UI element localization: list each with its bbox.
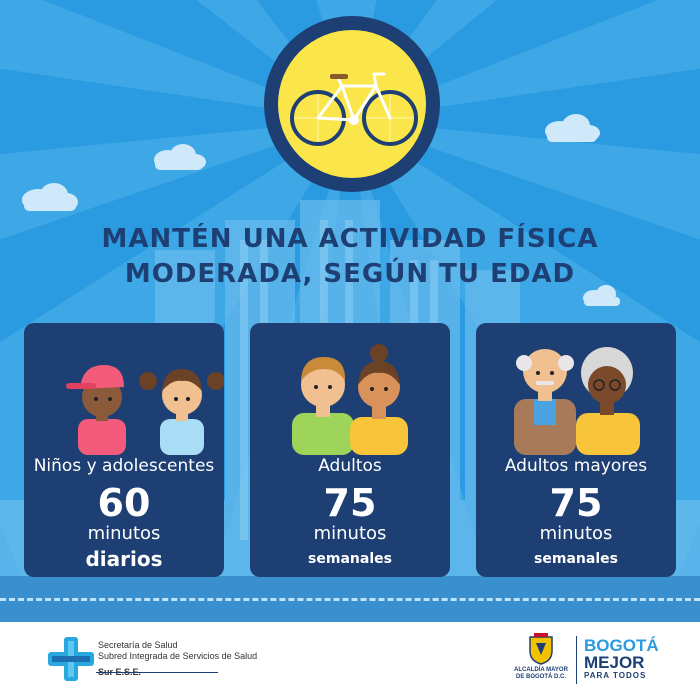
- seniors-icon: [514, 347, 640, 455]
- bogota-mejor-logo: BOGOTÁ MEJOR PARA TODOS: [584, 637, 659, 681]
- frequency-label: diarios: [85, 547, 163, 571]
- minutes-value: 75: [323, 481, 377, 525]
- card-children: Niños y adolescentes 60 minutos diarios: [24, 323, 224, 577]
- minutes-unit: minutos: [539, 523, 613, 544]
- cloud-decoration: [545, 114, 600, 142]
- cloud-decoration: [154, 144, 206, 170]
- headline-line-1: MANTÉN UNA ACTIVIDAD FÍSICA: [101, 224, 599, 254]
- alcaldia-line-2: DE BOGOTÁ D.C.: [515, 674, 566, 680]
- secretaria-line: Secretaría de Salud: [98, 640, 178, 650]
- age-group-label: Niños y adolescentes: [33, 456, 215, 476]
- para-todos-word: PARA TODOS: [584, 671, 647, 680]
- headline-line-2: MODERADA, SEGÚN TU EDAD: [124, 259, 576, 289]
- adults-icon: [292, 344, 408, 455]
- footer-divider: [576, 636, 577, 684]
- minutes-value: 75: [549, 481, 603, 525]
- mejor-word: MEJOR: [584, 653, 645, 672]
- age-group-label: Adultos: [318, 456, 382, 476]
- minutes-unit: minutos: [313, 523, 387, 544]
- card-adults: Adultos 75 minutos semanales: [250, 323, 450, 577]
- footer: [0, 622, 700, 700]
- bicycle-emblem: [264, 16, 440, 192]
- frequency-label: semanales: [534, 551, 618, 567]
- age-group-label: Adultos mayores: [504, 456, 648, 476]
- frequency-label: semanales: [308, 551, 392, 567]
- bicycle-icon: [290, 72, 418, 146]
- children-icon: [66, 365, 224, 455]
- road-dashed-line: [0, 598, 700, 601]
- bogota-word: BOGOTÁ: [584, 636, 659, 655]
- health-cross-logo: [48, 637, 94, 681]
- headline: MANTÉN UNA ACTIVIDAD FÍSICA MODERADA, SE…: [0, 222, 700, 292]
- bogota-shield-icon: [529, 633, 553, 665]
- minutes-unit: minutos: [87, 523, 161, 544]
- footer-rule: [96, 672, 218, 673]
- subred-line: Subred Integrada de Servicios de Salud: [98, 651, 258, 661]
- alcaldia-line-1: ALCALDÍA MAYOR: [514, 667, 568, 673]
- cloud-decoration: [583, 285, 620, 306]
- alcaldia-label: ALCALDÍA MAYOR DE BOGOTÁ D.C.: [512, 667, 570, 681]
- cloud-decoration: [22, 183, 78, 211]
- minutes-value: 60: [97, 481, 151, 525]
- card-seniors: Adultos mayores 75 minutos semanales: [476, 323, 676, 577]
